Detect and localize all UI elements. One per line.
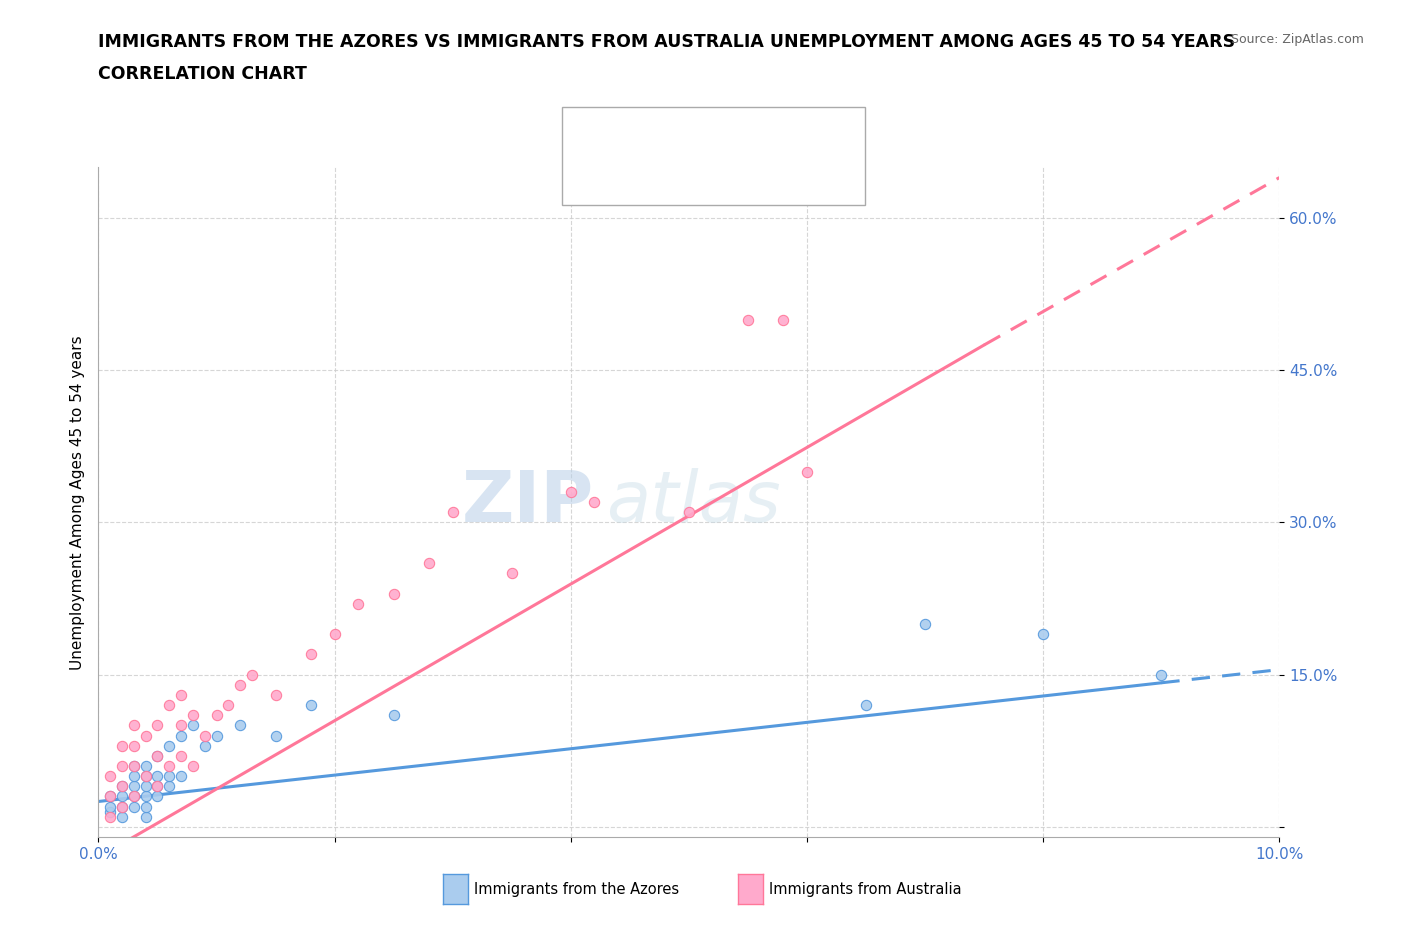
Text: IMMIGRANTS FROM THE AZORES VS IMMIGRANTS FROM AUSTRALIA UNEMPLOYMENT AMONG AGES : IMMIGRANTS FROM THE AZORES VS IMMIGRANTS… — [98, 33, 1236, 50]
Text: atlas: atlas — [606, 468, 780, 537]
Point — [111, 789, 134, 804]
Point — [170, 718, 193, 733]
Point — [501, 565, 523, 580]
Point — [772, 312, 794, 327]
Point — [135, 799, 157, 814]
Point — [135, 759, 157, 774]
Point — [170, 687, 193, 702]
Point — [98, 809, 121, 824]
Point — [135, 809, 157, 824]
Point — [157, 769, 180, 784]
Point — [146, 769, 169, 784]
Y-axis label: Unemployment Among Ages 45 to 54 years: Unemployment Among Ages 45 to 54 years — [69, 335, 84, 670]
Point — [217, 698, 239, 712]
Point — [205, 708, 228, 723]
Point — [122, 718, 145, 733]
Text: CORRELATION CHART: CORRELATION CHART — [98, 65, 308, 83]
Point — [146, 778, 169, 793]
Point — [157, 698, 180, 712]
Point — [229, 677, 252, 692]
Point — [122, 769, 145, 784]
Point — [122, 759, 145, 774]
Point — [98, 789, 121, 804]
Point — [560, 485, 582, 499]
Point — [240, 667, 263, 682]
Point — [583, 495, 606, 510]
Point — [181, 708, 204, 723]
Point — [135, 769, 157, 784]
Text: R = 0.537: R = 0.537 — [610, 128, 697, 143]
Point — [205, 728, 228, 743]
Point — [347, 596, 370, 611]
Text: R = 0.797: R = 0.797 — [610, 170, 697, 185]
Point — [111, 799, 134, 814]
Point — [111, 809, 134, 824]
Point — [135, 778, 157, 793]
Point — [1150, 667, 1173, 682]
Point — [122, 789, 145, 804]
Point — [135, 728, 157, 743]
Point — [264, 687, 287, 702]
Point — [111, 759, 134, 774]
Text: Immigrants from Australia: Immigrants from Australia — [769, 882, 962, 897]
Point — [122, 799, 145, 814]
Point — [98, 799, 121, 814]
Point — [146, 749, 169, 764]
Point — [122, 789, 145, 804]
Point — [122, 759, 145, 774]
Point — [170, 728, 193, 743]
Point — [181, 759, 204, 774]
Point — [146, 789, 169, 804]
Point — [194, 728, 217, 743]
Point — [299, 647, 322, 662]
Point — [146, 718, 169, 733]
Point — [418, 555, 440, 570]
Point — [111, 778, 134, 793]
Point — [122, 778, 145, 793]
Text: Source: ZipAtlas.com: Source: ZipAtlas.com — [1230, 33, 1364, 46]
Point — [122, 738, 145, 753]
Text: N = 42: N = 42 — [724, 170, 785, 185]
Point — [146, 778, 169, 793]
Point — [299, 698, 322, 712]
Point — [170, 769, 193, 784]
Point — [678, 505, 700, 520]
Point — [382, 708, 405, 723]
Point — [229, 718, 252, 733]
Point — [135, 769, 157, 784]
Text: N = 38: N = 38 — [724, 128, 785, 143]
Point — [111, 738, 134, 753]
Point — [98, 769, 121, 784]
Text: Immigrants from the Azores: Immigrants from the Azores — [474, 882, 679, 897]
Point — [264, 728, 287, 743]
Point — [157, 759, 180, 774]
Point — [796, 464, 818, 479]
Point — [914, 617, 936, 631]
Point — [181, 718, 204, 733]
Point — [111, 799, 134, 814]
Point — [194, 738, 217, 753]
Point — [170, 749, 193, 764]
Point — [1032, 627, 1054, 642]
Point — [441, 505, 464, 520]
Point — [135, 789, 157, 804]
Point — [98, 789, 121, 804]
Text: ZIP: ZIP — [463, 468, 595, 537]
Point — [157, 778, 180, 793]
Point — [98, 804, 121, 819]
Point — [111, 778, 134, 793]
Point — [323, 627, 346, 642]
Point — [157, 738, 180, 753]
Point — [382, 586, 405, 601]
Point — [855, 698, 877, 712]
Point — [146, 749, 169, 764]
Point — [737, 312, 759, 327]
